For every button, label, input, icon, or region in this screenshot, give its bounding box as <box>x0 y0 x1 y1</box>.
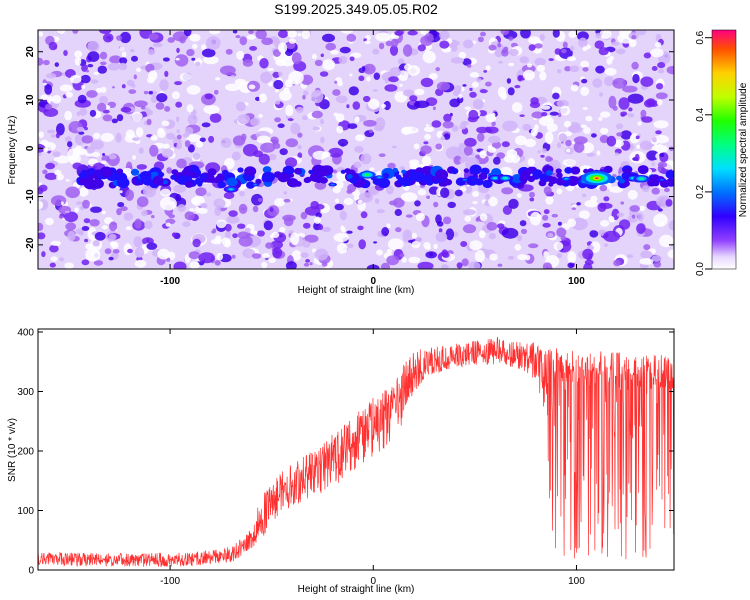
colorbar-label: Normalized spectral amplitude <box>738 82 749 217</box>
heatmap-y-tick-label: 10 <box>25 94 36 106</box>
snr-y-tick-label: 100 <box>17 506 34 517</box>
snr-x-tick-label: 0 <box>370 576 376 587</box>
colorbar-tick-label: 0.4 <box>695 107 706 121</box>
snr-frame <box>37 328 675 571</box>
snr-y-label: SNR (10 * v/v) <box>7 418 18 482</box>
colorbar-gradient <box>711 29 737 270</box>
heatmap-peak <box>251 182 260 187</box>
figure-title: S199.2025.349.05.05.R02 <box>274 1 438 17</box>
snr-x-tick-label: 100 <box>568 576 585 587</box>
heatmap-frame <box>37 29 675 270</box>
heatmap-peak <box>561 176 571 181</box>
snr-x-tick-label: -100 <box>160 576 180 587</box>
heatmap-y-tick-label: 20 <box>25 46 36 58</box>
colorbar-tick-label: 0.2 <box>695 185 706 199</box>
snr-x-ticks: -100 0 100 <box>160 329 585 587</box>
heatmap-peak <box>358 171 376 179</box>
heatmap-peak <box>497 174 514 182</box>
heatmap-noise <box>38 30 674 269</box>
heatmap-y-tick-label: -10 <box>25 189 36 204</box>
colorbar: 0.0 0.2 0.4 0.6 Normalized spectral amplitu… <box>695 29 749 276</box>
heatmap-peak <box>460 177 470 182</box>
heatmap-y-tick-label: -20 <box>25 237 36 252</box>
heatmap-x-tick-label: -100 <box>160 276 180 287</box>
heatmap-x-tick-label: 100 <box>568 276 585 287</box>
heatmap-y-ticks: -20 -10 0 10 20 <box>25 46 674 252</box>
snr-y-ticks: 0 100 200 300 400 <box>17 327 674 577</box>
snr-x-label: Height of straight line (km) <box>298 584 415 595</box>
heatmap-x-label: Height of straight line (km) <box>298 285 415 296</box>
heatmap-x-tick-label: 0 <box>370 276 376 287</box>
heatmap-peak <box>223 186 239 193</box>
heatmap-peak <box>657 177 666 182</box>
colorbar-ticks: 0.0 0.2 0.4 0.6 <box>695 30 712 276</box>
heatmap-peak <box>581 171 613 186</box>
heatmap-y-tick-label: 0 <box>25 145 36 151</box>
snr-y-tick-label: 300 <box>17 387 34 398</box>
heatmap-y-label: Frequency (Hz) <box>7 116 18 185</box>
snr-panel: -100 0 100 0 100 200 300 400 Height of straigh… <box>7 327 675 595</box>
heatmap-x-ticks: -100 0 100 <box>160 30 585 287</box>
colorbar-tick-label: 0.0 <box>695 262 706 276</box>
snr-y-tick-label: 400 <box>17 327 34 338</box>
heatmap-peak <box>633 175 650 183</box>
heatmap-peaks <box>223 171 666 193</box>
heatmap-peak <box>328 182 337 187</box>
snr-series-line <box>38 336 674 568</box>
heatmap-peak <box>374 175 384 180</box>
colorbar-tick-label: 0.6 <box>695 30 706 44</box>
snr-y-tick-label: 0 <box>28 566 34 577</box>
snr-y-tick-label: 200 <box>17 446 34 457</box>
